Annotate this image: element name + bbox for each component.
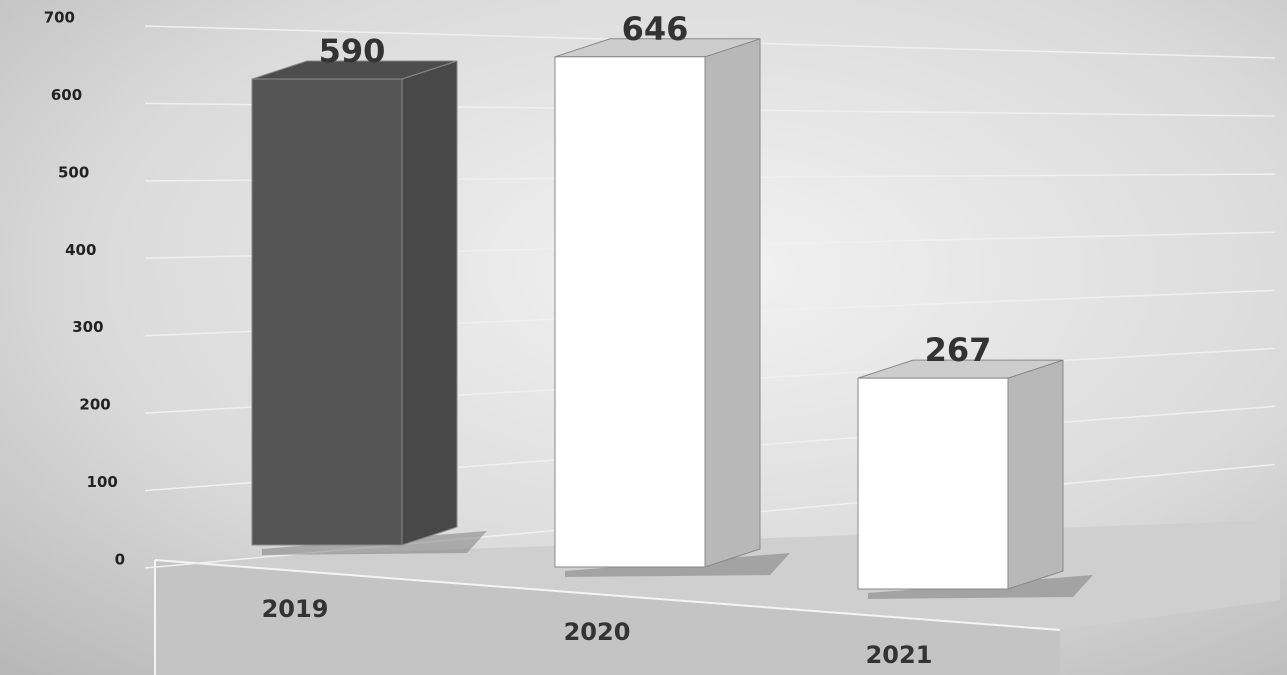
x-tick-label: 2021 — [866, 641, 933, 669]
bar — [554, 56, 706, 568]
y-tick-label: 300 — [72, 318, 103, 336]
y-tick-label: 400 — [65, 241, 96, 259]
x-tick-label: 2020 — [564, 618, 631, 646]
bar-side — [1007, 359, 1064, 590]
value-label: 646 — [622, 10, 689, 48]
y-tick-label: 600 — [51, 86, 82, 104]
y-tick-label: 200 — [79, 396, 110, 414]
y-tick-label: 700 — [44, 9, 75, 27]
value-label: 267 — [925, 331, 992, 369]
bar-side — [401, 60, 458, 546]
bar — [251, 78, 403, 546]
floor-front — [155, 560, 1060, 675]
bar-side — [704, 38, 761, 568]
y-tick-label: 0 — [115, 551, 125, 569]
y-tick-label: 500 — [58, 163, 89, 181]
floor-edge — [154, 559, 1061, 631]
value-label: 590 — [319, 32, 386, 70]
y-tick-label: 100 — [87, 473, 118, 491]
x-tick-label: 2019 — [262, 595, 329, 623]
bar — [857, 377, 1009, 590]
